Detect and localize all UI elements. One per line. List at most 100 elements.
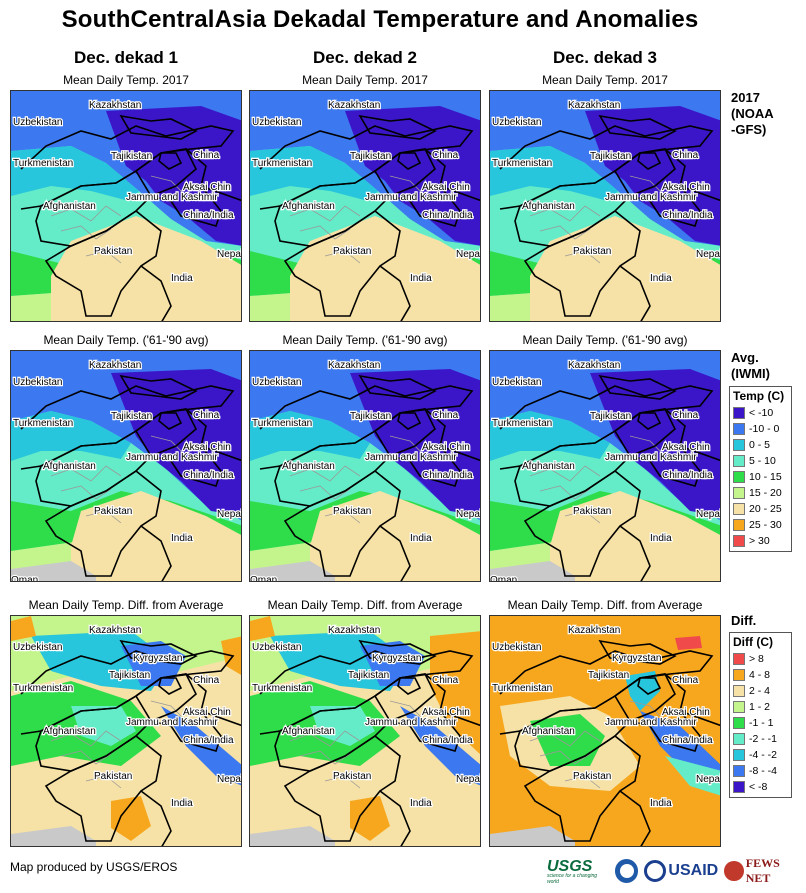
legend-item: 2 - 4 [733,683,788,699]
page-title: SouthCentralAsia Dekadal Temperature and… [61,6,699,33]
map-panel: Kazakhstan Uzbekistan Turkmenistan China Aks… [10,350,242,582]
country-border [140,525,172,581]
legend-item: -4 - -2 [733,747,788,763]
map-label-pakistan: Pakistan [573,506,611,517]
province-boundary [60,225,112,240]
fews-net-logo: FEWS NET [724,856,806,886]
province-boundary [539,750,591,765]
country-border [439,445,480,462]
map-panel: Kazakhstan Uzbekistan Turkmenistan China Aks… [489,350,721,582]
legend-item: 25 - 30 [733,517,788,533]
map-label-turkmenistan: Turkmenistan [13,683,73,694]
legend-item: > 30 [733,533,788,549]
usgs-tagline: science for a changing world [547,872,598,885]
map-label-kazakhstan: Kazakhstan [328,625,380,636]
temperature-zone [550,491,720,581]
province-boundary [60,485,112,500]
province-boundary [50,465,122,482]
map-label-nepal: Nepal [217,509,242,520]
map-label-kazakhstan: Kazakhstan [568,100,620,111]
map-label-nepal: Nepal [696,249,721,260]
map-label-turkmenistan: Turkmenistan [13,158,73,169]
legend-swatch [733,439,745,451]
province-boundary [150,435,187,457]
map-label-pakistan: Pakistan [94,771,132,782]
temperature-zone [490,561,575,581]
row-label-line: -GFS) [731,122,767,137]
temperature-zone [665,756,720,796]
legend-label: > 30 [749,535,770,547]
agency-logos: USGS science for a changing world USAID … [547,856,806,886]
legend-item: 5 - 10 [733,453,788,469]
map-label-china: China [672,675,699,686]
map-label-pakistan: Pakistan [94,246,132,257]
map-label-aksai-chin: Aksai Chin [422,182,470,193]
country-border [439,710,480,727]
legend-swatch [733,765,745,777]
country-border [283,470,401,577]
temperature-zone [11,411,131,461]
map-label-afghanistan: Afghanistan [43,461,96,472]
province-boundary [539,485,591,500]
map-canvas: Kazakhstan Uzbekistan Turkmenistan China Aks… [250,351,480,581]
country-border [119,374,198,400]
map-panel: Kazakhstan Uzbekistan Turkmenistan China Aks… [10,615,242,847]
temperature-zone [250,146,378,201]
temperature-zone [400,706,480,786]
map-label-jammu: Jammu and Kashmir [605,717,697,728]
map-label-afghanistan: Afghanistan [522,726,575,737]
map-label-tajikistan: Tajikistan [590,411,631,422]
country-border [598,114,677,140]
legend-label: 10 - 15 [749,471,782,483]
row-label-line: (IWMI) [731,366,770,381]
country-border [140,265,172,321]
map-label-china-india: China/India [662,470,713,481]
temperature-zone [250,561,335,581]
temperature-zone [71,491,241,581]
country-border [499,125,714,210]
country-border [158,677,183,695]
legend-swatch [733,535,745,547]
temperature-zone [250,826,335,846]
temperature-zone [590,369,720,516]
map-label-china: China [193,675,220,686]
map-label-kyrgyzstan: Kyrgyzstan [612,653,661,664]
row3-col3-subtitle: Mean Daily Temp. Diff. from Average [507,598,703,612]
map-label-uzbekistan: Uzbekistan [13,642,62,653]
temperature-zone [490,826,575,846]
country-border [283,735,401,842]
country-border [598,639,677,665]
map-label-kyrgyzstan: Kyrgyzstan [133,653,182,664]
difference-legend: Diff (C) > 8 4 - 8 2 - 4 1 - 2 -1 - 1 -2 - -1… [729,632,792,798]
map-canvas: Kazakhstan Uzbekistan Turkmenistan China Aks… [11,91,241,321]
temperature-zone [71,706,136,746]
country-border [619,265,651,321]
map-label-turkmenistan: Turkmenistan [252,158,312,169]
map-label-china-india: China/India [422,210,473,221]
country-border [679,710,720,727]
row2-col3-subtitle: Mean Daily Temp. ('61-'90 avg) [522,333,688,347]
legend-item: > 8 [733,651,788,667]
legend-item: < -10 [733,405,788,421]
country-border [20,650,235,735]
map-label-jammu: Jammu and Kashmir [126,192,218,203]
country-border [358,114,437,140]
map-label-afghanistan: Afghanistan [43,726,96,737]
legend-label: < -10 [749,407,774,419]
map-label-tajikistan: Tajikistan [350,411,391,422]
legend-swatch [733,471,745,483]
legend-swatch [733,423,745,435]
temperature-zone [11,561,96,581]
temperature-zone [490,411,610,461]
column-header-dekad-3: Dec. dekad 3 [553,48,657,67]
legend-item: -8 - -4 [733,763,788,779]
map-label-tajikistan: Tajikistan [348,670,389,681]
country-border [200,445,241,462]
temperature-zone [111,796,151,841]
province-boundary [85,510,122,524]
map-label-turkmenistan: Turkmenistan [492,158,552,169]
legend-item: < -8 [733,779,788,795]
legend-swatch [733,733,745,745]
temperature-zone [625,671,660,711]
legend-swatch [733,519,745,531]
